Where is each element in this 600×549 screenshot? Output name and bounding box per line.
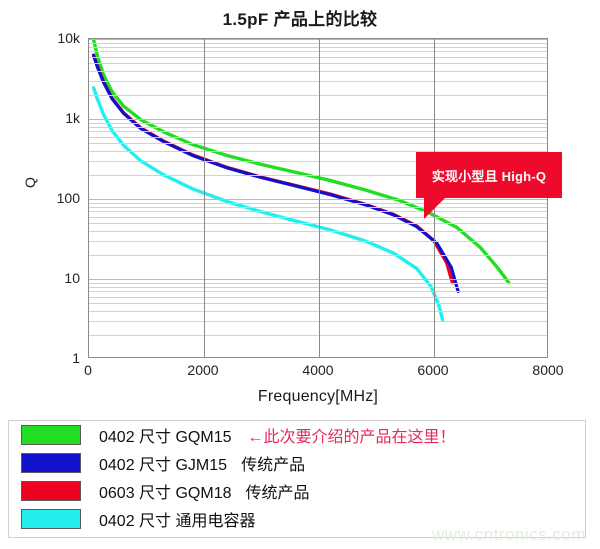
gridline-horizontal <box>89 160 547 162</box>
legend-color-swatch <box>21 425 81 445</box>
gridline-horizontal <box>89 126 547 128</box>
gridline-vertical <box>319 39 320 357</box>
callout-tail-icon <box>424 197 446 219</box>
plot-frame <box>88 38 548 358</box>
x-axis-tick-label: 8000 <box>532 362 564 378</box>
watermark: www.cntronics.com <box>432 525 586 544</box>
gridline-horizontal <box>89 334 547 336</box>
gridline-horizontal <box>89 56 547 58</box>
gridline-horizontal <box>89 174 547 176</box>
y-axis-tick-labels: 10k 1k 100 10 1 <box>0 0 86 400</box>
series-line <box>91 39 511 285</box>
gridline-horizontal <box>89 150 547 152</box>
x-axis-tick-label: 6000 <box>417 362 449 378</box>
page-title: 1.5pF 产品上的比较 <box>222 10 378 29</box>
legend-color-swatch <box>21 481 81 501</box>
gridline-horizontal <box>89 279 547 280</box>
legend-note: 传统产品 <box>245 485 310 502</box>
legend: 0402 尺寸 GQM15 ←此次要介绍的产品在这里！ 0402 尺寸 GJM15 传… <box>8 420 586 538</box>
x-axis-tick-label: 2000 <box>187 362 219 378</box>
callout-box: 实现小型且 High-Q <box>416 152 562 198</box>
gridline-horizontal <box>89 240 547 242</box>
gridline-horizontal <box>89 136 547 138</box>
legend-color-swatch <box>21 509 81 529</box>
legend-series-label: 0402 尺寸 GJM15 <box>99 457 228 474</box>
gridline-horizontal <box>89 303 547 305</box>
y-axis-tick-label: 10k <box>57 30 80 46</box>
gridline-horizontal <box>89 80 547 82</box>
gridline-horizontal <box>89 254 547 256</box>
plot-area <box>88 38 548 358</box>
gridline-horizontal <box>89 216 547 218</box>
legend-series-label: 0402 尺寸 通用电容器 <box>99 513 256 530</box>
gridline-horizontal <box>89 211 547 213</box>
gridline-horizontal <box>89 291 547 293</box>
gridline-horizontal <box>89 223 547 225</box>
gridline-horizontal <box>89 51 547 53</box>
x-axis-tick-label: 0 <box>84 362 92 378</box>
gridline-horizontal <box>89 70 547 72</box>
gridline-horizontal <box>89 63 547 65</box>
gridline-horizontal <box>89 202 547 204</box>
y-axis-tick-label: 100 <box>56 190 80 206</box>
y-axis-tick-label: 1k <box>65 110 80 126</box>
gridline-horizontal <box>89 286 547 288</box>
gridline-horizontal <box>89 296 547 298</box>
legend-row[interactable]: 0402 尺寸 GQM15 ←此次要介绍的产品在这里！ <box>9 421 585 449</box>
gridline-horizontal <box>89 119 547 120</box>
y-axis-tick-label: 10 <box>64 270 80 286</box>
gridline-horizontal <box>89 206 547 208</box>
gridline-horizontal <box>89 94 547 96</box>
series-line <box>92 54 460 293</box>
x-axis-tick-label: 4000 <box>302 362 334 378</box>
gridline-horizontal <box>89 143 547 145</box>
gridline-horizontal <box>89 131 547 133</box>
gridline-horizontal <box>89 320 547 322</box>
callout-label: 实现小型且 High-Q <box>431 168 547 184</box>
gridline-horizontal <box>89 122 547 124</box>
legend-series-label: 0603 尺寸 GQM18 <box>99 485 232 502</box>
legend-note: 传统产品 <box>241 457 306 474</box>
gridline-vertical <box>204 39 205 357</box>
y-axis-title: Q <box>22 177 38 188</box>
gridline-horizontal <box>89 230 547 232</box>
legend-highlight-note: ←此次要介绍的产品在这里！ <box>247 429 456 446</box>
gridline-horizontal <box>89 42 547 44</box>
x-axis-title: Frequency[MHz] <box>257 388 379 405</box>
gridline-horizontal <box>89 310 547 312</box>
gridline-horizontal <box>89 39 547 40</box>
legend-series-label: 0402 尺寸 GQM15 <box>99 429 232 446</box>
gridline-horizontal <box>89 282 547 284</box>
legend-row[interactable]: 0603 尺寸 GQM18 传统产品 <box>9 477 585 505</box>
x-axis-tick-labels: 0 2000 4000 6000 8000 <box>0 362 600 386</box>
gridline-horizontal <box>89 46 547 48</box>
gridline-horizontal <box>89 199 547 200</box>
legend-row[interactable]: 0402 尺寸 通用电容器 <box>9 505 585 533</box>
y-axis-tick-label: 1 <box>72 350 80 366</box>
legend-row[interactable]: 0402 尺寸 GJM15 传统产品 <box>9 449 585 477</box>
legend-color-swatch <box>21 453 81 473</box>
